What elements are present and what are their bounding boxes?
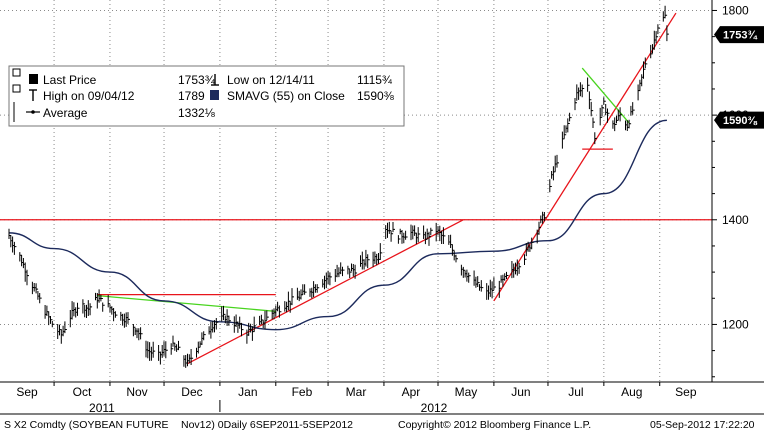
legend-last-price-value: 1753¾ bbox=[178, 73, 216, 87]
x-year-label-2011: 2011 bbox=[89, 401, 115, 415]
x-tick-label: Jul bbox=[568, 385, 583, 399]
x-tick-label: Sep bbox=[675, 385, 697, 399]
uptrend-line-dec-may bbox=[187, 219, 464, 365]
legend-low-label: Low on 12/14/11 bbox=[227, 73, 315, 87]
footer-params: Nov12) 0Daily 6SEP2011-5SEP2012 bbox=[181, 419, 353, 431]
sma-tag-label: 1590⅜ bbox=[723, 115, 757, 127]
sma-marker-icon bbox=[210, 90, 219, 100]
last-price-marker-icon bbox=[29, 74, 38, 84]
legend-checkbox-1 bbox=[12, 68, 21, 77]
x-tick-label: Jan bbox=[238, 385, 257, 399]
footer: S X2 Comdty (SOYBEAN FUTURE Nov12) 0Dail… bbox=[4, 419, 755, 431]
price-series bbox=[8, 5, 669, 368]
axes: 1200140016001800SepOctNovDecJanFebMarApr… bbox=[0, 0, 764, 415]
legend-sma-value: 1590⅜ bbox=[357, 89, 395, 103]
y-tick-label: 1800 bbox=[722, 3, 749, 17]
channel-line-oct-feb bbox=[97, 295, 276, 313]
price-bars bbox=[8, 5, 669, 368]
last-price-tag-label: 1753¾ bbox=[723, 30, 757, 42]
x-tick-label: Mar bbox=[346, 385, 367, 399]
low-arrow-icon bbox=[211, 74, 219, 86]
x-tick-label: Aug bbox=[621, 385, 642, 399]
y-tick-label: 1400 bbox=[722, 213, 749, 227]
footer-copyright: Copyright© 2012 Bloomberg Finance L.P. bbox=[398, 419, 591, 431]
sma-line bbox=[9, 119, 667, 331]
x-tick-label: Jun bbox=[511, 385, 530, 399]
x-tick-label: Apr bbox=[402, 385, 421, 399]
x-tick-label: May bbox=[455, 385, 478, 399]
sma-series bbox=[9, 119, 667, 331]
x-tick-label: Sep bbox=[16, 385, 38, 399]
legend-sma-label: SMAVG (55) on Close bbox=[227, 89, 345, 103]
legend-average-label: Average bbox=[43, 106, 88, 120]
legend-high-value: 1789 bbox=[178, 89, 205, 103]
grid bbox=[0, 0, 712, 382]
x-tick-label: Oct bbox=[73, 385, 92, 399]
x-tick-label: Nov bbox=[126, 385, 147, 399]
uptrend-line-jun-sep bbox=[493, 12, 677, 302]
x-tick-label: Dec bbox=[181, 385, 202, 399]
legend-last-price-label: Last Price bbox=[43, 73, 97, 87]
x-year-label-2012: 2012 bbox=[421, 401, 448, 415]
legend: Last Price 1753¾ Low on 12/14/11 1115¾ H… bbox=[8, 65, 405, 127]
legend-average-value: 1332⅛ bbox=[178, 106, 216, 120]
x-tick-label: Feb bbox=[292, 385, 313, 399]
high-arrow-icon bbox=[29, 89, 37, 101]
last-price-tag bbox=[714, 26, 764, 44]
average-dash-icon bbox=[26, 110, 40, 114]
legend-checkbox-2 bbox=[12, 84, 21, 93]
legend-low-value: 1115¾ bbox=[357, 73, 393, 87]
legend-high-label: High on 09/04/12 bbox=[43, 89, 135, 103]
y-tick-label: 1200 bbox=[722, 317, 749, 331]
channel-line-jul-aug bbox=[581, 67, 630, 124]
value-tag-last: 1753¾ bbox=[714, 26, 764, 44]
legend-box bbox=[8, 65, 405, 127]
footer-security: S X2 Comdty (SOYBEAN FUTURE bbox=[4, 419, 169, 431]
footer-timestamp: 05-Sep-2012 17:22:20 bbox=[650, 419, 755, 431]
sma-tag bbox=[714, 111, 764, 129]
value-tag-sma: 1590⅜ bbox=[714, 111, 764, 129]
